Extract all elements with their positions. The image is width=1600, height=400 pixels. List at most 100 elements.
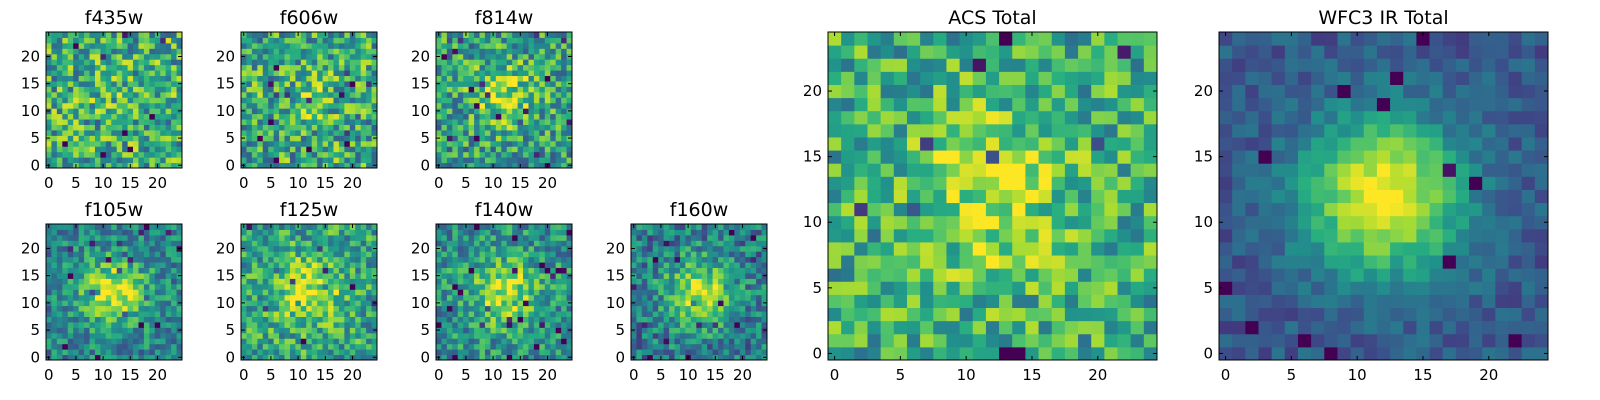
heatmap-cell	[463, 157, 470, 164]
heatmap-cell	[257, 343, 264, 350]
heatmap-cell	[707, 224, 714, 230]
heatmap-cell	[501, 251, 508, 258]
heatmap-cell	[528, 86, 535, 93]
heatmap-cell	[143, 42, 150, 49]
heatmap-cell	[295, 305, 302, 312]
heatmap-cell	[641, 321, 648, 328]
heatmap-cell	[349, 338, 356, 345]
heatmap-cell	[523, 267, 529, 274]
heatmap-cell	[739, 267, 746, 274]
heatmap-cell	[946, 268, 961, 282]
heatmap-cell	[371, 305, 378, 312]
heatmap-cell	[669, 305, 676, 312]
heatmap-cell	[490, 311, 497, 317]
heatmap-cell	[268, 64, 275, 71]
heatmap-cell	[517, 283, 524, 290]
heatmap-cell	[517, 321, 524, 328]
heatmap-cell	[561, 146, 568, 153]
heatmap-cell	[100, 64, 107, 71]
heatmap-cell	[133, 338, 139, 345]
heatmap-cell	[360, 305, 367, 312]
heatmap-cell	[867, 202, 882, 217]
heatmap-cell	[701, 311, 708, 317]
heatmap-cell	[251, 64, 258, 71]
heatmap-cell	[333, 162, 340, 169]
heatmap-cell	[528, 262, 535, 269]
heatmap-cell	[78, 245, 85, 252]
heatmap-cell	[73, 37, 80, 44]
heatmap-cell	[328, 64, 334, 71]
heatmap-cell	[160, 119, 167, 125]
heatmap-cell	[1117, 163, 1132, 177]
heatmap-cell	[94, 70, 101, 77]
heatmap-cell	[171, 278, 178, 285]
heatmap-cell	[539, 338, 546, 345]
heatmap-cell	[111, 48, 118, 55]
heatmap-cell	[94, 283, 101, 290]
heatmap-cell	[468, 256, 475, 263]
heatmap-cell	[674, 245, 681, 252]
heatmap-cell	[761, 305, 768, 312]
heatmap-cell	[360, 289, 367, 296]
heatmap-cell	[506, 157, 513, 164]
heatmap-cell	[251, 32, 258, 38]
heatmap-cell	[306, 59, 313, 66]
heatmap-cell	[528, 311, 535, 317]
heatmap-cell	[452, 272, 459, 279]
heatmap-cell	[1091, 333, 1105, 348]
heatmap-cell	[652, 343, 659, 350]
heatmap-cell	[555, 229, 562, 236]
heatmap-cell	[73, 332, 80, 339]
heatmap-cell	[94, 224, 101, 230]
heatmap-cell	[89, 289, 96, 296]
heatmap-cell	[517, 349, 524, 356]
heatmap-cell	[1143, 215, 1158, 230]
heatmap-cell	[176, 37, 183, 44]
heatmap-cell	[490, 86, 497, 93]
heatmap-cell	[116, 283, 123, 290]
heatmap-cell	[501, 91, 508, 98]
heatmap-cell	[436, 59, 442, 66]
heatmap-cell	[647, 262, 654, 269]
heatmap-cell	[138, 283, 145, 290]
heatmap-cell	[300, 64, 307, 71]
heatmap-cell	[165, 42, 172, 49]
heatmap-cell	[539, 64, 546, 71]
heatmap-cell	[696, 327, 703, 334]
heatmap-cell	[495, 108, 502, 115]
heatmap-cell	[333, 349, 340, 356]
heatmap-cell	[317, 289, 324, 296]
heatmap-cell	[1078, 176, 1092, 190]
heatmap-cell	[734, 229, 741, 236]
heatmap-cell	[495, 229, 502, 236]
heatmap-cell	[728, 321, 735, 328]
heatmap-cell	[78, 311, 85, 317]
heatmap-cell	[366, 300, 373, 307]
heatmap-cell	[246, 327, 253, 334]
heatmap-cell	[679, 251, 686, 258]
heatmap-cell	[436, 294, 442, 301]
heatmap-cell	[165, 140, 172, 147]
heatmap-cell	[636, 234, 643, 241]
heatmap-cell	[1064, 163, 1079, 177]
heatmap-cell	[89, 64, 96, 71]
heatmap-cell	[441, 48, 448, 55]
heatmap-cell	[517, 102, 524, 109]
heatmap-cell	[116, 113, 123, 120]
heatmap-cell	[94, 321, 101, 328]
heatmap-cell	[501, 262, 508, 269]
heatmap-cell	[745, 224, 752, 230]
heatmap-cell	[257, 349, 264, 356]
heatmap-cell	[73, 321, 80, 328]
heatmap-cell	[273, 70, 280, 77]
heatmap-cell	[685, 316, 692, 323]
heatmap-cell	[322, 53, 329, 60]
heatmap-cell	[94, 240, 101, 247]
heatmap-cell	[176, 262, 183, 269]
heatmap-cell	[523, 48, 529, 55]
heatmap-cell	[165, 256, 172, 263]
heatmap-cell	[311, 283, 318, 290]
heatmap-cell	[841, 241, 855, 256]
heatmap-cell	[457, 124, 464, 131]
heatmap-cell	[696, 311, 703, 317]
